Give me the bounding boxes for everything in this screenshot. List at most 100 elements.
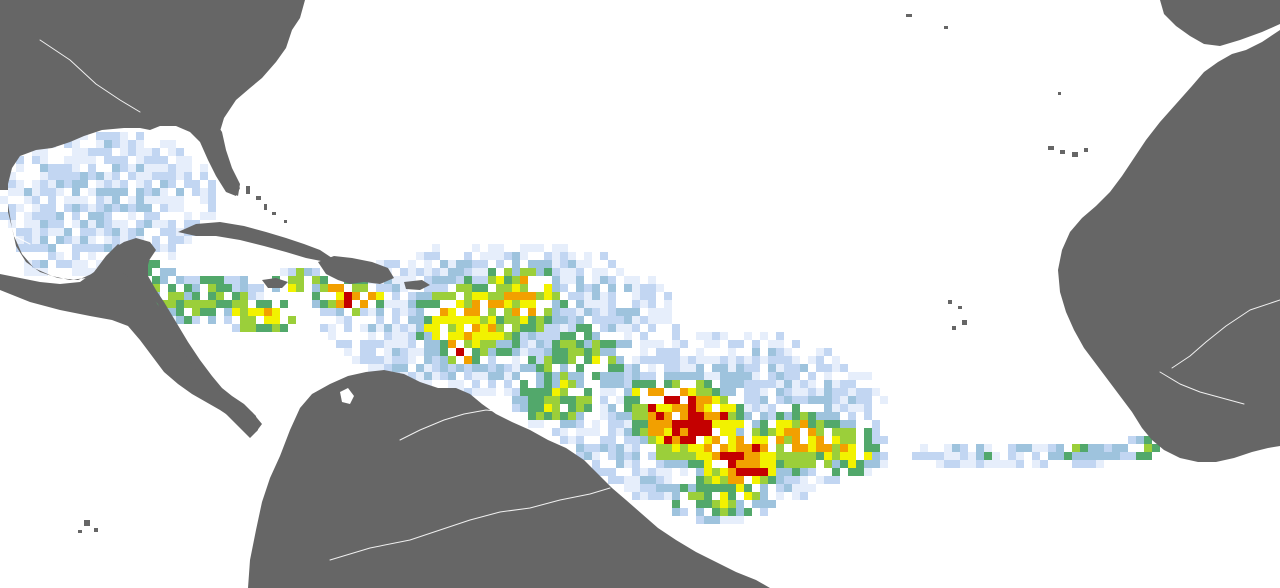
heat-cell (800, 484, 808, 492)
heat-cell (512, 364, 520, 372)
heat-cell (464, 268, 472, 276)
heat-cell (40, 164, 48, 172)
heat-cell (464, 252, 472, 260)
heat-cell (552, 380, 560, 388)
heat-cell (376, 260, 384, 268)
heat-cell (704, 500, 712, 508)
heat-cell (1080, 452, 1088, 460)
heat-cell (480, 284, 488, 292)
heat-cell (496, 372, 504, 380)
heat-cell (656, 348, 664, 356)
heat-cell (664, 444, 672, 452)
heat-cell (760, 380, 768, 388)
heat-cell (760, 404, 768, 412)
heat-cell (520, 324, 528, 332)
heat-cell (544, 404, 552, 412)
heat-cell (304, 268, 312, 276)
heat-cell (1088, 460, 1096, 468)
heat-cell (1136, 436, 1144, 444)
heat-cell (72, 252, 80, 260)
heat-cell (72, 164, 80, 172)
heat-cell (752, 492, 760, 500)
heat-cell (872, 452, 880, 460)
heat-cell (88, 148, 96, 156)
heat-cell (592, 348, 600, 356)
heat-cell (752, 364, 760, 372)
heat-cell (872, 444, 880, 452)
heat-cell (632, 484, 640, 492)
heat-cell (488, 276, 496, 284)
heat-cell (624, 420, 632, 428)
heat-cell (64, 204, 72, 212)
heat-cell (120, 204, 128, 212)
heat-cell (80, 196, 88, 204)
heat-cell (608, 292, 616, 300)
heat-cell (472, 332, 480, 340)
heat-cell (96, 172, 104, 180)
heat-cell (696, 396, 704, 404)
heat-cell (368, 364, 376, 372)
heat-cell (656, 412, 664, 420)
heat-cell (600, 292, 608, 300)
heat-cell (536, 412, 544, 420)
heat-cell (136, 188, 144, 196)
heat-cell (624, 428, 632, 436)
heat-cell (624, 404, 632, 412)
heat-cell (640, 492, 648, 500)
heat-cell (688, 356, 696, 364)
heat-cell (472, 260, 480, 268)
heat-cell (592, 276, 600, 284)
heat-cell (512, 332, 520, 340)
heat-cell (592, 340, 600, 348)
heat-cell (736, 444, 744, 452)
heat-cell (744, 372, 752, 380)
heat-cell (32, 196, 40, 204)
heat-cell (544, 316, 552, 324)
heat-cell (448, 308, 456, 316)
heat-cell (152, 196, 160, 204)
heat-cell (264, 308, 272, 316)
heat-cell (696, 492, 704, 500)
heat-cell (400, 364, 408, 372)
heat-cell (672, 492, 680, 500)
heat-cell (1072, 460, 1080, 468)
heat-cell (248, 324, 256, 332)
heat-cell (672, 460, 680, 468)
heat-cell (576, 452, 584, 460)
heat-cell (136, 228, 144, 236)
heat-cell (608, 316, 616, 324)
heat-cell (456, 268, 464, 276)
heat-cell (464, 308, 472, 316)
heat-cell (192, 292, 200, 300)
heat-cell (672, 436, 680, 444)
heat-cell (512, 348, 520, 356)
heat-cell (152, 172, 160, 180)
heat-cell (216, 300, 224, 308)
heat-cell (1072, 444, 1080, 452)
heat-cell (56, 236, 64, 244)
heat-cell (528, 316, 536, 324)
mexico-river (0, 229, 31, 245)
heat-cell (328, 332, 336, 340)
heat-cell (624, 276, 632, 284)
heat-cell (616, 452, 624, 460)
heat-cell (280, 300, 288, 308)
heat-cell (952, 452, 960, 460)
heat-cell (672, 348, 680, 356)
heat-cell (560, 260, 568, 268)
heat-cell (1032, 460, 1040, 468)
heat-cell (848, 444, 856, 452)
heat-cell (944, 460, 952, 468)
heat-cell (488, 316, 496, 324)
heat-cell (728, 444, 736, 452)
heat-cell (8, 220, 16, 228)
heat-cell (160, 156, 168, 164)
heat-cell (840, 444, 848, 452)
heat-cell (168, 292, 176, 300)
heat-cell (488, 324, 496, 332)
heat-cell (608, 436, 616, 444)
heat-cell (824, 404, 832, 412)
heat-cell (32, 228, 40, 236)
heat-cell (296, 276, 304, 284)
heat-cell (272, 324, 280, 332)
